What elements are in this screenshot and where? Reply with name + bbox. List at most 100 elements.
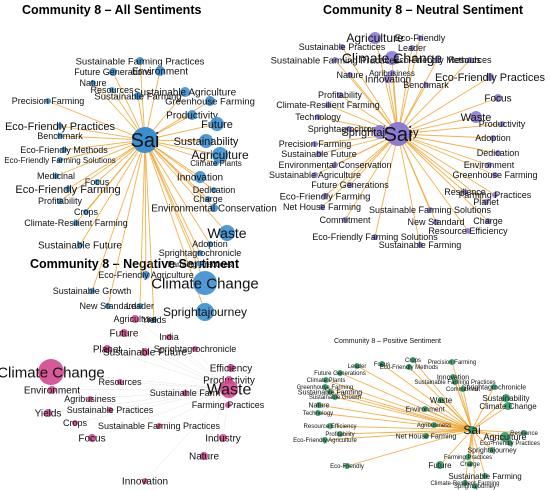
edge-eco-friendly-methods	[397, 59, 438, 135]
edge-environmental-conservation	[144, 139, 215, 209]
label-crops: Crops	[63, 418, 88, 428]
edge-eco-friendly	[397, 37, 421, 135]
node-eco-friendly-agriculture	[322, 437, 328, 443]
label-environmental-conservation: Environmental Conservation	[278, 160, 391, 170]
edge-technology	[317, 412, 473, 431]
edge-eco-friendly-farming-solutions	[374, 133, 399, 238]
node-waste	[219, 225, 235, 241]
node-sustainable-future	[77, 242, 83, 248]
edge-nature	[349, 74, 399, 135]
edge-planet	[397, 133, 487, 203]
node-leader	[409, 45, 415, 51]
edge-sprightagrochronicle	[471, 386, 495, 431]
edge-eco-friendly-agriculture	[144, 139, 147, 276]
node-farming-practices	[492, 192, 498, 198]
node-resource-efficiency	[465, 228, 471, 234]
label-waste: Waste	[207, 225, 246, 241]
edge-resources	[397, 59, 471, 135]
label-farming-practices: Farming Practices	[168, 260, 232, 269]
node-profitability	[337, 92, 343, 98]
edge-new-standard	[107, 139, 146, 307]
edge-agriculture	[134, 318, 230, 390]
edge-sustainable-practices	[341, 46, 399, 135]
label-eco-friendly-practices: Eco-Friendly Practices	[5, 121, 116, 133]
label-sustainable-growth: Sustainable Growth	[53, 286, 132, 296]
network-positive-sentiment: Crops Focus Precision Farming Leader Eco-Fri…	[293, 357, 540, 490]
node-innovation	[194, 171, 206, 183]
edge-sustainable-practices	[109, 388, 230, 411]
label-india: India	[159, 332, 179, 342]
node-sustainability	[502, 394, 510, 402]
edge-resilience	[471, 429, 525, 434]
edge-sustainable-farming	[329, 391, 473, 431]
label-adoption: Adoption	[475, 133, 511, 143]
node-planet	[103, 345, 111, 353]
label-net-house-farming: Net House Farming	[396, 433, 457, 440]
label-agribusiness: Agribusiness	[64, 394, 116, 404]
node-sprightagrochronicle	[197, 250, 203, 256]
edge-focus	[397, 97, 499, 135]
edge-eco-friendly	[346, 429, 473, 467]
label-dedication: Dedication	[193, 185, 236, 195]
edge-sprightajourney	[471, 429, 476, 487]
node-commitment	[460, 386, 466, 392]
label-sprightagrochronicle: Sprightagrochronicle	[462, 384, 526, 391]
node-resilience	[521, 430, 527, 436]
label-future-generations: Future Generations	[74, 67, 152, 77]
node-climate-resilient-farming	[73, 220, 79, 226]
node-charge	[467, 461, 473, 467]
node-sustainable-farming-practices	[332, 57, 338, 63]
node-eco-friendly-farming	[65, 186, 71, 192]
label-sustainable-agriculture: Sustainable Agriculture	[269, 170, 361, 180]
label-climate-resilient-farming: Climate-Resilient Farming	[24, 218, 128, 228]
edge-leader	[139, 139, 146, 307]
label-profitability: Profitability	[38, 196, 83, 206]
label-sustainable-farming-practices: Sustainable Farming Practices	[76, 56, 205, 67]
edge-leader	[356, 365, 473, 431]
node-precision-farming	[45, 98, 51, 104]
node-climate-change	[385, 51, 399, 65]
node-greenhouse-farming	[492, 172, 498, 178]
label-climate-change: Climate Change	[151, 275, 259, 292]
label-resource-efficiency: Resource Efficiency	[304, 424, 357, 430]
label-climate-change: Climate Change	[0, 364, 105, 381]
edge-sustainable-farming	[397, 133, 421, 246]
node-eco-friendly	[344, 463, 350, 469]
edge-net-house-farming	[321, 133, 399, 208]
label-leader: Leader	[398, 43, 426, 53]
label-climate-resilient-farming: Climate-Resilient Farming	[430, 481, 499, 487]
node-benchmark	[423, 82, 429, 88]
edge-focus	[91, 388, 230, 439]
label-yields: Yields	[142, 315, 167, 325]
label-farming-practices: Farming Practices	[444, 455, 492, 461]
label-commitment: Commitment	[446, 387, 480, 393]
node-eco-friendly-farming-solutions	[372, 234, 378, 240]
edge-waste	[397, 116, 477, 135]
node-sustainable-farming	[134, 92, 142, 100]
label-sustainable-farming: Sustainable Farming	[379, 240, 462, 250]
label-sustainable-agriculture: Sustainable Agriculture	[134, 88, 237, 99]
edge-sprightajourney	[471, 429, 493, 451]
label-crops: Crops	[74, 207, 99, 217]
node-sprightajourney	[196, 303, 214, 321]
label-charge: Charge	[193, 194, 223, 204]
node-farming-practices	[197, 261, 203, 267]
label-agriculture: Agriculture	[346, 31, 404, 45]
node-waste	[438, 397, 444, 403]
label-eco-friendly-practices: Eco-Friendly Practices	[480, 441, 540, 447]
edge-sustainable-growth	[334, 396, 473, 431]
edge-environment	[397, 133, 490, 166]
label-technology: Technology	[295, 112, 341, 122]
label-commitment: Commitment	[319, 215, 371, 225]
node-sprightajourney	[489, 447, 495, 453]
label-greenhouse-farming: Greenhouse Farming	[297, 385, 354, 391]
label-sustainable-farming: Sustainable Farming	[94, 91, 181, 102]
node-greenhouse-farming	[205, 96, 215, 106]
node-new-standard	[433, 219, 439, 225]
label-medicinal: Medicinal	[37, 171, 75, 181]
label-crops: Crops	[405, 358, 421, 364]
node-climate-resilient-farming	[462, 480, 468, 486]
node-productivity	[499, 121, 505, 127]
node-environmental-conservation	[332, 162, 338, 168]
edge-environment	[51, 388, 230, 391]
